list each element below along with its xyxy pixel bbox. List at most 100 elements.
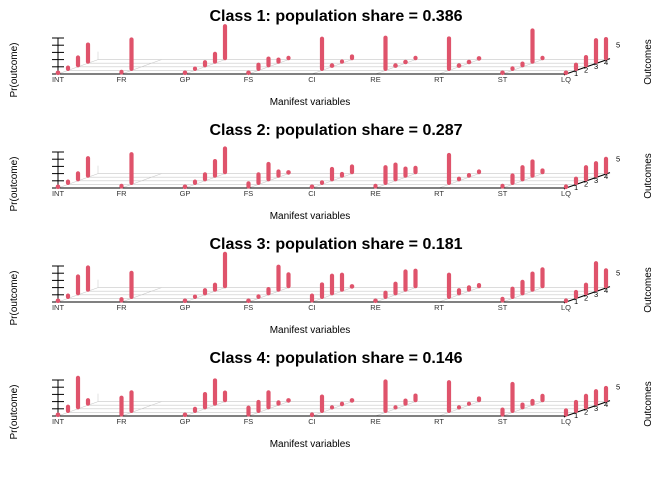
category-tick-label: FS <box>244 303 254 312</box>
probability-bar <box>286 170 291 175</box>
outcome-tick-label: 1 <box>574 411 578 420</box>
outcome-tick-label: 5 <box>616 155 620 164</box>
probability-bar <box>182 70 188 76</box>
outcome-tick-label: 4 <box>604 58 608 67</box>
category-tick-label: CI <box>308 303 316 312</box>
depth-gridline <box>121 401 162 417</box>
x-axis-label: Manifest variables <box>270 439 351 450</box>
outcome-tick-label: 1 <box>574 183 578 192</box>
probability-bar <box>55 412 61 418</box>
probability-bar <box>246 70 251 76</box>
category-tick-label: ST <box>498 189 508 198</box>
category-tick-label: GP <box>180 75 191 84</box>
probability-bar <box>500 70 505 76</box>
outcome-tick-label: 3 <box>594 404 598 413</box>
outcome-tick-label: 5 <box>616 269 620 278</box>
outcome-tick-label: 3 <box>594 62 598 71</box>
probability-bar <box>182 298 188 304</box>
probability-bar <box>286 398 291 403</box>
category-tick-label: ST <box>498 303 508 312</box>
probability-bar <box>456 63 462 68</box>
outcome-axis-label: Outcomes <box>643 381 654 427</box>
probability-bar <box>349 284 355 289</box>
panel-title: Class 3: population share = 0.181 <box>210 236 463 253</box>
panel-title: Class 2: population share = 0.287 <box>210 122 463 139</box>
probability-bar <box>466 59 472 65</box>
category-tick-label: INT <box>52 75 65 84</box>
category-tick-label: RT <box>434 189 444 198</box>
probability-bar <box>349 398 355 403</box>
category-tick-label: RT <box>434 303 444 312</box>
x-axis-label: Manifest variables <box>270 211 351 222</box>
category-tick-label: LQ <box>561 75 571 84</box>
category-tick-label: ST <box>498 417 508 426</box>
category-tick-label: LQ <box>561 189 571 198</box>
probability-bar <box>55 184 61 190</box>
x-axis-label: Manifest variables <box>270 97 351 108</box>
outcome-axis-label: Outcomes <box>643 39 654 85</box>
category-tick-label: RE <box>370 303 380 312</box>
outcome-tick-label: 5 <box>616 383 620 392</box>
class-panel-4: Class 4: population share = 0.146 1 2 3 45 IN… <box>9 350 654 450</box>
outcome-tick-label: 1 <box>574 297 578 306</box>
y-axis-label: Pr(outcome) <box>9 384 20 439</box>
category-tick-label: RT <box>434 417 444 426</box>
category-tick-label: FR <box>117 75 128 84</box>
category-tick-label: FR <box>117 417 128 426</box>
category-tick-label: LQ <box>561 303 571 312</box>
depth-gridline <box>121 173 162 189</box>
outcome-tick-label: 4 <box>604 286 608 295</box>
category-tick-label: RT <box>434 75 444 84</box>
category-tick-label: INT <box>52 189 65 198</box>
category-tick-label: CI <box>308 189 316 198</box>
category-tick-label: ST <box>498 75 508 84</box>
depth-gridline <box>121 59 162 75</box>
class-panel-1: Class 1: population share = 0.386 1 2 3 45 IN… <box>9 8 654 108</box>
category-tick-label: RE <box>370 417 380 426</box>
outcome-axis-label: Outcomes <box>643 267 654 313</box>
probability-bar <box>403 59 408 65</box>
category-tick-label: CI <box>308 75 316 84</box>
category-tick-label: GP <box>180 417 191 426</box>
category-tick-label: INT <box>52 417 65 426</box>
y-axis-label: Pr(outcome) <box>9 42 20 97</box>
outcome-tick-label: 5 <box>616 41 620 50</box>
category-tick-label: RE <box>370 189 380 198</box>
category-tick-label: INT <box>52 303 65 312</box>
outcome-tick-label: 4 <box>604 400 608 409</box>
category-tick-label: FR <box>117 303 128 312</box>
probability-bar <box>182 184 188 190</box>
probability-bar <box>55 70 61 76</box>
class-panel-2: Class 2: population share = 0.287 1 2 3 45 IN… <box>9 122 654 222</box>
category-tick-label: CI <box>308 417 316 426</box>
outcome-tick-label: 1 <box>574 69 578 78</box>
probability-bar <box>563 70 569 76</box>
probability-bar <box>309 184 315 190</box>
probability-bar <box>476 56 482 61</box>
outcome-tick-label: 2 <box>584 65 588 74</box>
category-tick-label: FS <box>244 189 254 198</box>
probability-bar <box>329 63 335 68</box>
panel-title: Class 1: population share = 0.386 <box>210 8 463 25</box>
probability-bar <box>246 298 251 304</box>
probability-bar <box>373 298 378 304</box>
depth-gridline <box>121 287 162 303</box>
probability-bar <box>55 298 61 304</box>
probability-bar <box>393 63 398 68</box>
category-tick-label: GP <box>180 189 191 198</box>
y-axis-label: Pr(outcome) <box>9 156 20 211</box>
x-axis-label: Manifest variables <box>270 325 351 336</box>
outcome-tick-label: 2 <box>584 407 588 416</box>
category-tick-label: FS <box>244 417 254 426</box>
class-panel-3: Class 3: population share = 0.181 1 2 3 45 IN… <box>9 236 654 336</box>
category-tick-label: LQ <box>561 417 571 426</box>
outcome-axis-label: Outcomes <box>643 153 654 199</box>
outcome-tick-label: 3 <box>594 176 598 185</box>
outcome-tick-label: 3 <box>594 290 598 299</box>
outcome-tick-label: 4 <box>604 172 608 181</box>
outcome-tick-label: 2 <box>584 179 588 188</box>
y-axis-label: Pr(outcome) <box>9 270 20 325</box>
category-tick-label: GP <box>180 303 191 312</box>
category-tick-label: FR <box>117 189 128 198</box>
